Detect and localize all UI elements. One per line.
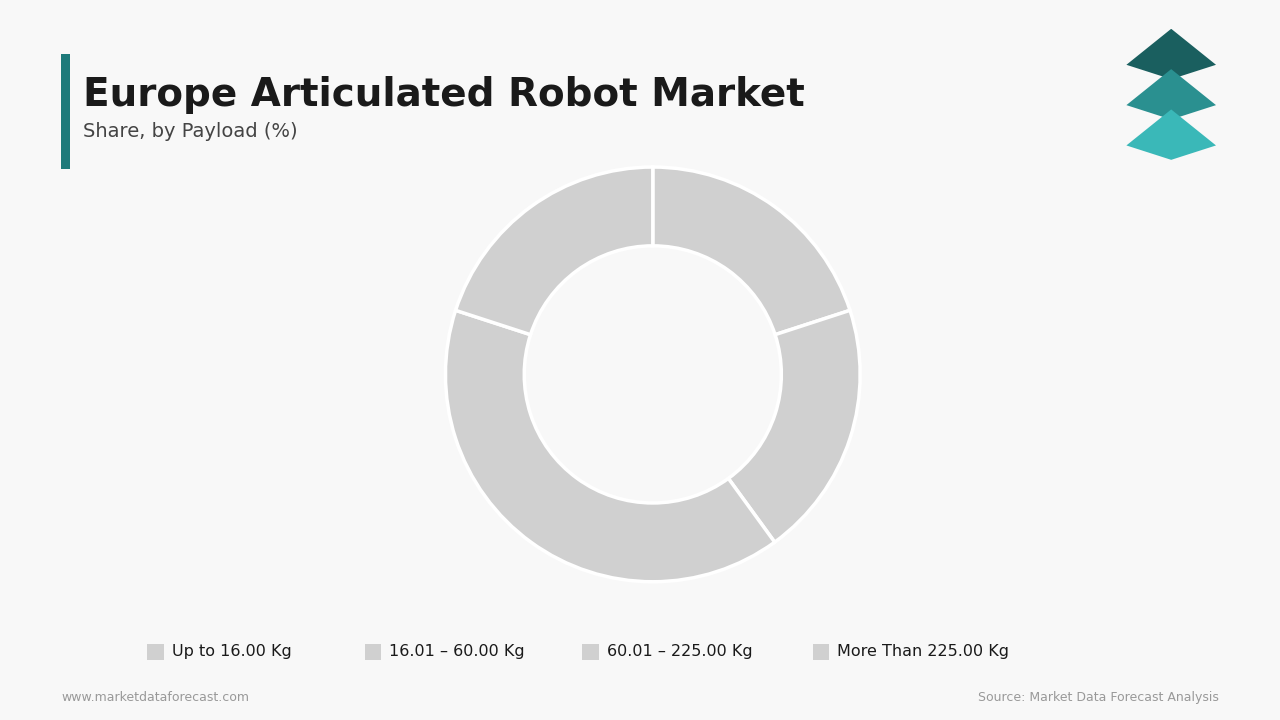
Wedge shape xyxy=(653,167,850,335)
Polygon shape xyxy=(1126,109,1216,160)
Text: Up to 16.00 Kg: Up to 16.00 Kg xyxy=(172,644,292,659)
Wedge shape xyxy=(445,310,774,582)
Text: Europe Articulated Robot Market: Europe Articulated Robot Market xyxy=(83,76,805,114)
Text: 60.01 – 225.00 Kg: 60.01 – 225.00 Kg xyxy=(607,644,753,659)
Text: Source: Market Data Forecast Analysis: Source: Market Data Forecast Analysis xyxy=(978,691,1219,704)
Text: Share, by Payload (%): Share, by Payload (%) xyxy=(83,122,298,141)
Text: www.marketdataforecast.com: www.marketdataforecast.com xyxy=(61,691,250,704)
Wedge shape xyxy=(456,167,653,335)
Text: 16.01 – 60.00 Kg: 16.01 – 60.00 Kg xyxy=(389,644,525,659)
Polygon shape xyxy=(1126,29,1216,79)
Wedge shape xyxy=(728,310,860,542)
Text: More Than 225.00 Kg: More Than 225.00 Kg xyxy=(837,644,1009,659)
Polygon shape xyxy=(1126,69,1216,120)
